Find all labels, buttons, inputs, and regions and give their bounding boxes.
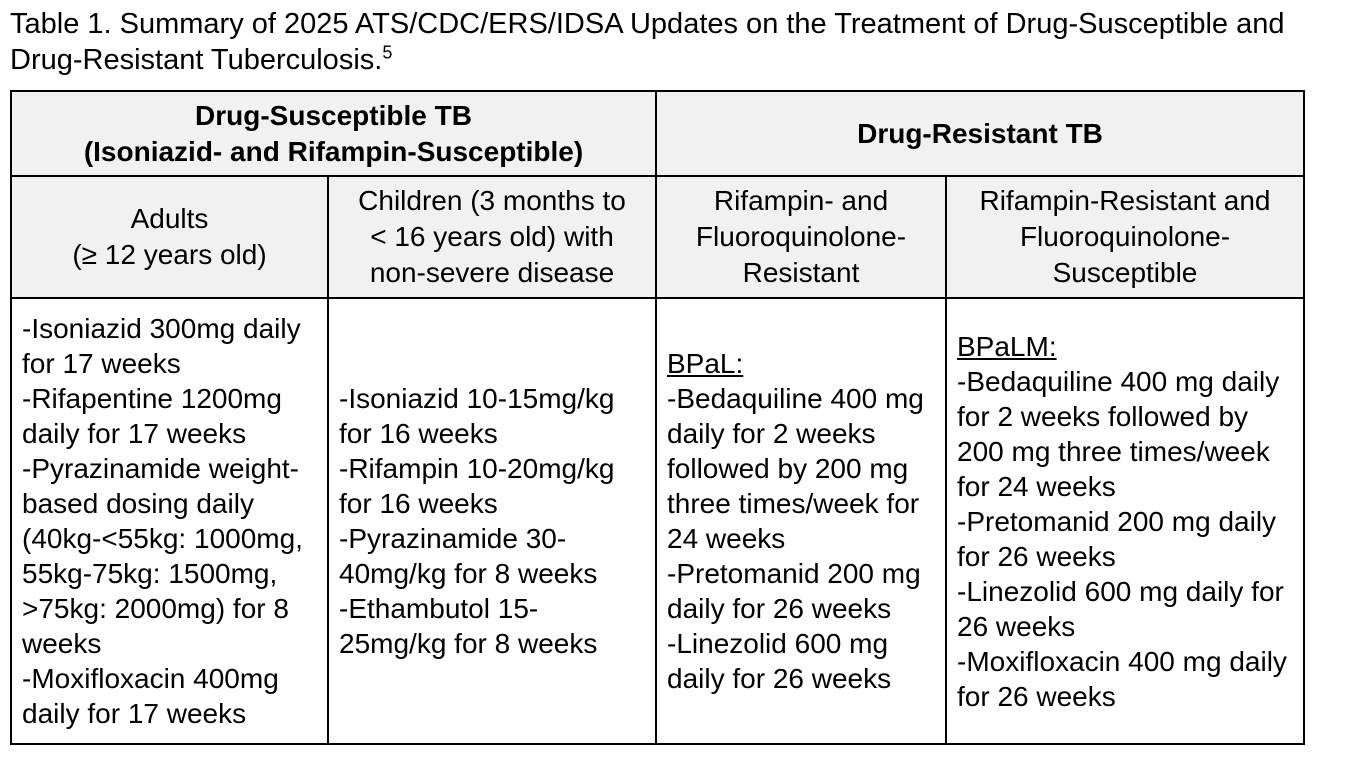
regimen-list: BPaLM: -Bedaquiline 400 mg daily for 2 w… [957,329,1293,714]
table-body: -Isoniazid 300mg daily for 17 weeks -Rif… [10,297,1306,745]
regimen-item: -Ethambutol 15-25mg/kg for 8 weeks [339,593,598,659]
column-header-row: Adults (≥ 12 years old) Children (3 mont… [10,175,1306,299]
regimen-item: -Pyrazinamide weight-based dosing daily … [22,453,303,659]
regimen-item: -Bedaquiline 400 mg daily for 2 weeks fo… [957,365,1280,502]
regimen-item: -Pretomanid 200 mg daily for 26 weeks [667,558,921,624]
regimen-title-bpalm: BPaLM: [957,330,1057,362]
cell-bpal-regimen: BPaL: -Bedaquiline 400 mg daily for 2 we… [655,297,947,745]
caption-reference-superscript: 5 [382,42,393,63]
group-header-row: Drug-Susceptible TB (Isoniazid- and Rifa… [10,90,1306,177]
table-caption: Table 1. Summary of 2025 ATS/CDC/ERS/IDS… [10,6,1310,78]
regimen-item: -Moxifloxacin 400mg daily for 17 weeks [22,663,279,729]
table-caption-text: Table 1. Summary of 2025 ATS/CDC/ERS/IDS… [10,8,1285,76]
cell-adults-regimen: -Isoniazid 300mg daily for 17 weeks -Rif… [10,297,329,745]
cell-children-regimen: -Isoniazid 10-15mg/kg for 16 weeks -Rifa… [327,297,657,745]
regimen-item: -Isoniazid 300mg daily for 17 weeks [22,313,301,379]
column-header-adults: Adults (≥ 12 years old) [10,175,329,299]
tb-treatment-summary-table: Drug-Susceptible TB (Isoniazid- and Rifa… [10,90,1306,745]
table-header: Drug-Susceptible TB (Isoniazid- and Rifa… [10,90,1306,299]
regimen-item: -Linezolid 600 mg daily for 26 weeks [667,628,892,694]
column-header-rifampin-fluoroquinolone-resistant: Rifampin- and Fluoroquinolone- Resistant [655,175,947,299]
cell-bpalm-regimen: BPaLM: -Bedaquiline 400 mg daily for 2 w… [944,297,1306,745]
regimen-item: -Pyrazinamide 30-40mg/kg for 8 weeks [339,523,598,589]
regimen-item: -Isoniazid 10-15mg/kg for 16 weeks [339,383,615,449]
column-header-rifampin-resistant-fluoroquinolone-susceptible: Rifampin-Resistant and Fluoroquinolone- … [944,175,1306,299]
regimen-item: -Moxifloxacin 400 mg daily for 26 weeks [957,645,1287,712]
regimen-list: BPaL: -Bedaquiline 400 mg daily for 2 we… [667,346,935,696]
regimen-title-bpal: BPaL: [667,348,744,379]
regimen-item: -Linezolid 600 mg daily for 26 weeks [957,575,1284,642]
column-header-children: Children (3 months to < 16 years old) wi… [327,175,657,299]
regimen-item: -Rifapentine 1200mg daily for 17 weeks [22,383,282,449]
group-header-drug-susceptible-tb: Drug-Susceptible TB (Isoniazid- and Rifa… [10,90,657,177]
regimen-row: -Isoniazid 300mg daily for 17 weeks -Rif… [10,297,1306,745]
regimen-item: -Bedaquiline 400 mg daily for 2 weeks fo… [667,383,924,554]
regimen-list: -Isoniazid 10-15mg/kg for 16 weeks -Rifa… [339,381,645,661]
regimen-item: -Rifampin 10-20mg/kg for 16 weeks [339,453,615,519]
regimen-list: -Isoniazid 300mg daily for 17 weeks -Rif… [22,311,317,731]
group-header-drug-resistant-tb: Drug-Resistant TB [654,90,1306,177]
regimen-item: -Pretomanid 200 mg daily for 26 weeks [957,505,1277,572]
